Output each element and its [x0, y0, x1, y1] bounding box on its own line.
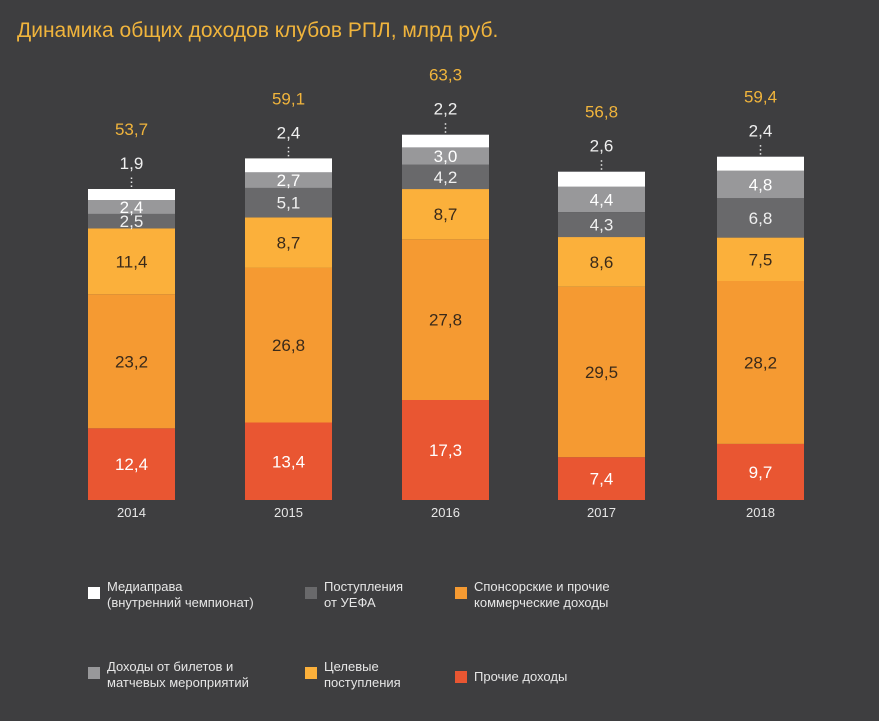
bar-segment [88, 228, 175, 295]
segment-label: 2,4 [749, 122, 773, 141]
segment-label: 12,4 [115, 455, 148, 474]
segment-label: 13,4 [272, 452, 305, 471]
segment-label: 8,6 [590, 253, 614, 272]
bar-segment [245, 187, 332, 218]
legend-label: Доходы от билетов и матчевых мероприятий [107, 659, 249, 690]
bar-segment [402, 164, 489, 190]
bar-segment [558, 237, 645, 287]
segment-label: 2,2 [434, 100, 458, 119]
bar-segment [717, 198, 804, 238]
legend-item: Прочие доходы [455, 669, 567, 685]
bar-segment [402, 134, 489, 148]
bar-segment [558, 186, 645, 213]
bar-segment [558, 212, 645, 238]
bar-segment [245, 172, 332, 188]
legend-label: Поступления от УЕФА [324, 579, 404, 610]
legend-swatch [455, 587, 467, 599]
legend-item: Поступления от УЕФА [305, 579, 403, 611]
legend-label: Прочие доходы [474, 669, 568, 684]
bar-segment [402, 147, 489, 165]
bar-segment [88, 189, 175, 200]
total-label: 59,1 [272, 89, 305, 108]
segment-label: 6,8 [749, 209, 773, 228]
legend-swatch [88, 667, 100, 679]
legend-swatch [305, 587, 317, 599]
bar-segment [402, 400, 489, 500]
segment-label: 5,1 [277, 194, 301, 213]
segment-label: 4,2 [434, 168, 458, 187]
segment-label: 4,3 [590, 216, 614, 235]
segment-label: 2,4 [120, 198, 144, 217]
segment-label: 23,2 [115, 352, 148, 371]
bar-segment [402, 239, 489, 400]
bar-segment [558, 457, 645, 500]
x-tick-label: 2015 [274, 505, 303, 520]
bar-segment [245, 422, 332, 500]
bar-segment [717, 170, 804, 199]
legend-label: Целевые поступления [324, 659, 401, 690]
bar-segment [245, 158, 332, 173]
stacked-bar-chart: 12,423,211,42,52,41,953,7201413,426,88,7… [88, 66, 804, 520]
legend-label: Медиаправа (внутренний чемпионат) [107, 579, 254, 610]
segment-label: 17,3 [429, 441, 462, 460]
x-tick-label: 2016 [431, 505, 460, 520]
segment-label: 8,7 [434, 205, 458, 224]
x-tick-label: 2018 [746, 505, 775, 520]
legend-item: Спонсорские и прочие коммерческие доходы [455, 579, 610, 611]
total-label: 56,8 [585, 103, 618, 122]
legend-swatch [305, 667, 317, 679]
segment-label: 27,8 [429, 311, 462, 330]
bar-segment [717, 156, 804, 171]
segment-label: 2,7 [277, 171, 301, 190]
segment-label: 2,6 [590, 137, 614, 156]
segment-label: 9,7 [749, 463, 773, 482]
segment-label: 2,5 [120, 212, 144, 231]
bar-segment [245, 217, 332, 268]
bar-segment [717, 443, 804, 500]
bar-segment [88, 294, 175, 429]
legend-label: Спонсорские и прочие коммерческие доходы [474, 579, 610, 610]
segment-label: 3,0 [434, 147, 458, 166]
x-tick-label: 2014 [117, 505, 146, 520]
bar-segment [717, 237, 804, 281]
segment-label: 29,5 [585, 363, 618, 382]
segment-label: 8,7 [277, 234, 301, 253]
segment-label: 2,4 [277, 123, 301, 142]
segment-label: 4,4 [590, 190, 614, 209]
segment-label: 7,4 [590, 470, 614, 489]
segment-label: 1,9 [120, 154, 144, 173]
x-tick-label: 2017 [587, 505, 616, 520]
chart-title: Динамика общих доходов клубов РПЛ, млрд … [17, 19, 499, 42]
legend-item: Целевые поступления [305, 659, 401, 691]
bar-segment [88, 200, 175, 214]
bar-segment [717, 280, 804, 444]
segment-label: 28,2 [744, 353, 777, 372]
legend-item: Доходы от билетов и матчевых мероприятий [88, 659, 249, 691]
segment-label: 11,4 [116, 252, 148, 271]
segment-label: 26,8 [272, 336, 305, 355]
legend-item: Медиаправа (внутренний чемпионат) [88, 579, 254, 611]
bar-segment [402, 189, 489, 240]
bar-segment [245, 267, 332, 423]
bar-segment [88, 213, 175, 229]
segment-label: 4,8 [749, 175, 773, 194]
segment-label: 7,5 [749, 250, 773, 269]
legend-swatch [455, 671, 467, 683]
bar-segment [88, 428, 175, 500]
legend-swatch [88, 587, 100, 599]
total-label: 63,3 [429, 66, 462, 85]
total-label: 59,4 [744, 88, 777, 107]
bar-segment [558, 171, 645, 187]
total-label: 53,7 [115, 120, 148, 139]
bar-segment [558, 286, 645, 458]
